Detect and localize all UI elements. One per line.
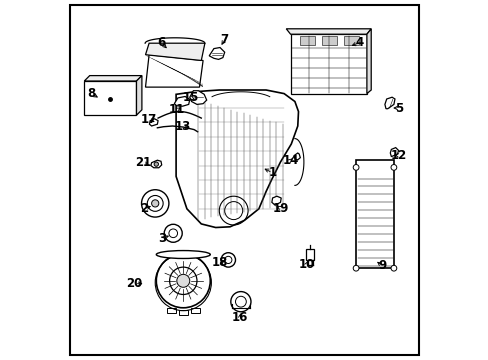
Circle shape [390,265,396,271]
Polygon shape [151,160,162,168]
Polygon shape [209,48,224,59]
Polygon shape [84,76,142,81]
Circle shape [177,274,189,287]
Circle shape [352,265,358,271]
Text: 3: 3 [158,232,166,245]
Circle shape [352,165,358,170]
Text: 10: 10 [298,258,314,271]
Circle shape [169,267,197,294]
Polygon shape [389,148,398,157]
Text: 16: 16 [231,311,248,324]
Bar [343,36,358,45]
Polygon shape [176,90,298,228]
Circle shape [390,165,396,170]
Text: 7: 7 [220,33,228,46]
Ellipse shape [156,251,210,258]
Text: 11: 11 [168,103,184,116]
Polygon shape [384,97,394,109]
Text: 12: 12 [390,149,407,162]
Bar [84,81,136,115]
Polygon shape [285,29,370,34]
Circle shape [151,200,159,207]
Bar [291,34,366,94]
Text: 4: 4 [355,36,363,49]
Text: 18: 18 [211,256,228,269]
Text: 19: 19 [272,202,288,215]
Bar [306,249,314,260]
Circle shape [154,162,158,166]
Text: 20: 20 [126,277,142,290]
Text: 9: 9 [377,259,386,272]
Polygon shape [136,76,142,115]
Text: 21: 21 [135,156,151,169]
Polygon shape [366,29,370,94]
Polygon shape [174,96,189,106]
Polygon shape [149,119,158,126]
Text: 2: 2 [140,202,147,215]
Bar [321,36,336,45]
Bar [190,308,199,313]
Polygon shape [271,196,281,205]
Polygon shape [145,43,204,60]
Text: 17: 17 [141,113,157,126]
Polygon shape [189,91,206,104]
Text: 15: 15 [183,91,199,104]
Text: 14: 14 [282,154,298,167]
Text: 13: 13 [174,120,190,133]
Text: 6: 6 [157,36,165,49]
Bar [355,160,393,268]
Polygon shape [294,153,300,160]
Bar [167,308,175,313]
Text: 1: 1 [268,166,276,179]
Polygon shape [145,55,203,87]
Text: 5: 5 [394,102,403,114]
Bar [300,36,315,45]
Bar [179,310,187,315]
Text: 8: 8 [87,87,96,100]
